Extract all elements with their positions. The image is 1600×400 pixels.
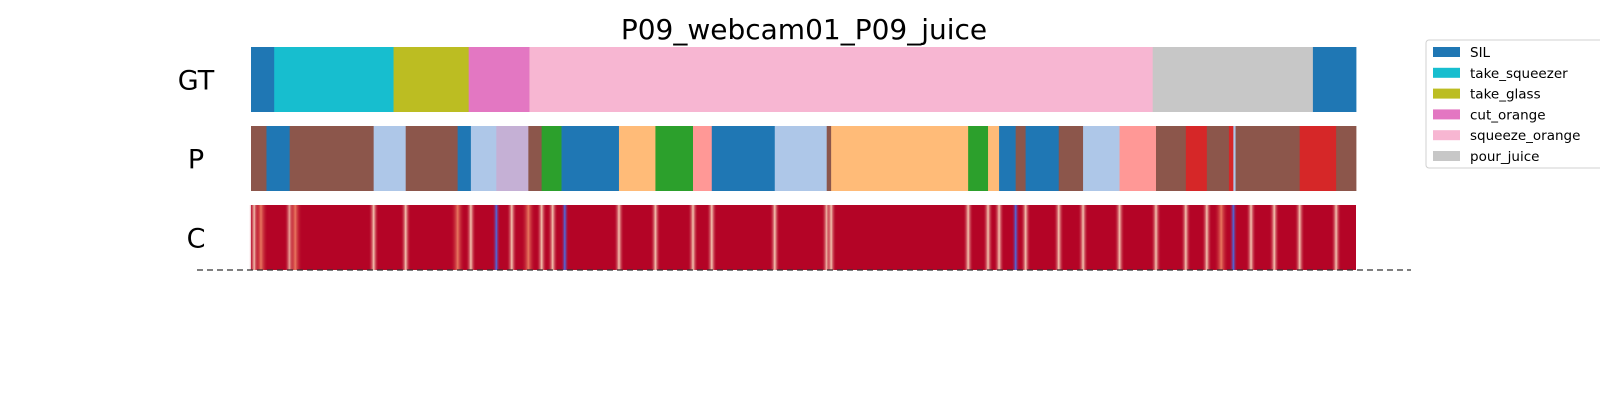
- confidence-dip-25: [1020, 205, 1031, 270]
- segment-p-6: [470, 126, 497, 191]
- confidence-dip-4: [368, 205, 379, 270]
- segment-p-31: [1235, 126, 1301, 191]
- confidence-dip-37: [1331, 205, 1342, 270]
- confidence-dip-16: [688, 205, 698, 270]
- confidence-dip-29: [1150, 205, 1161, 270]
- row-label-c: C: [187, 224, 206, 255]
- segment-p-12: [655, 126, 694, 191]
- segment-p-33: [1336, 126, 1357, 191]
- segment-p-3: [373, 126, 407, 191]
- segment-gt-2: [393, 47, 470, 112]
- confidence-dip-31: [1201, 205, 1212, 270]
- legend-swatch-pour_juice: [1433, 151, 1460, 161]
- confidence-dip-13: [560, 205, 569, 270]
- segment-p-4: [405, 126, 459, 191]
- segment-p-0: [251, 126, 267, 191]
- segmentation-rows: GT P C: [178, 47, 1357, 270]
- segment-p-11: [618, 126, 656, 191]
- confidence-dip-5: [400, 205, 411, 270]
- legend-frame: [1425, 39, 1600, 169]
- segment-p-22: [1025, 126, 1060, 191]
- confidence-dip-36: [1294, 205, 1305, 270]
- segment-p-1: [266, 126, 291, 191]
- segment-p-18: [968, 126, 989, 191]
- segment-p-32: [1299, 126, 1337, 191]
- confidence-dip-8: [492, 205, 501, 270]
- segment-p-23: [1058, 126, 1084, 191]
- segment-p-30: [1233, 126, 1236, 191]
- segment-p-28: [1206, 126, 1230, 191]
- confidence-dip-9: [506, 205, 517, 270]
- segment-p-19: [988, 126, 1000, 191]
- confidence-dip-33: [1229, 205, 1238, 270]
- confidence-dip-17: [706, 205, 717, 270]
- confidence-dip-6: [450, 205, 465, 270]
- segment-p-17: [831, 126, 969, 191]
- confidence-dip-12: [547, 205, 558, 270]
- confidence-dip-7: [465, 205, 476, 270]
- legend-label-squeeze_orange: squeeze_orange: [1470, 128, 1580, 144]
- confidence-dip-30: [1180, 205, 1191, 270]
- confidence-dip-28: [1114, 205, 1125, 270]
- segment-p-29: [1228, 126, 1234, 191]
- confidence-dip-15: [650, 205, 661, 270]
- confidence-dip-14: [613, 205, 624, 270]
- legend-swatch-take_squeezer: [1433, 67, 1460, 78]
- segment-p-9: [541, 126, 562, 191]
- segment-p-5: [457, 126, 472, 191]
- segment-p-20: [999, 126, 1017, 191]
- legend-label-SIL: SIL: [1470, 45, 1491, 61]
- segment-p-21: [1015, 126, 1027, 191]
- row-label-gt: GT: [178, 66, 215, 97]
- confidence-dip-22: [983, 205, 994, 270]
- segment-p-16: [826, 126, 832, 191]
- segment-p-26: [1155, 126, 1187, 191]
- confidence-dip-10: [521, 205, 536, 270]
- segment-gt-6: [1312, 47, 1357, 112]
- confidence-dip-34: [1246, 205, 1257, 270]
- row-label-p: P: [188, 145, 204, 176]
- confidence-dip-18: [769, 205, 780, 270]
- confidence-dip-23: [994, 205, 1005, 270]
- confidence-dip-32: [1214, 205, 1229, 270]
- segment-gt-1: [274, 47, 394, 112]
- confidence-dip-20: [826, 205, 837, 270]
- segment-p-10: [561, 126, 620, 191]
- legend-label-cut_orange: cut_orange: [1470, 107, 1546, 123]
- confidence-dip-21: [963, 205, 974, 270]
- segment-p-25: [1119, 126, 1157, 191]
- segment-gt-0: [251, 47, 275, 112]
- segment-p-8: [528, 126, 543, 191]
- legend-label-pour_juice: pour_juice: [1470, 149, 1539, 165]
- segment-p-27: [1185, 126, 1208, 191]
- confidence-dip-26: [1053, 205, 1064, 270]
- segment-p-13: [693, 126, 713, 191]
- confidence-dip-27: [1078, 205, 1089, 270]
- segment-gt-4: [529, 47, 1154, 112]
- segment-p-15: [774, 126, 828, 191]
- confidence-dip-24: [1011, 205, 1020, 270]
- confidence-dip-11: [536, 205, 547, 270]
- legend-swatch-squeeze_orange: [1433, 130, 1460, 141]
- segment-p-14: [711, 126, 776, 191]
- legend-swatch-cut_orange: [1433, 109, 1460, 120]
- segment-p-7: [496, 126, 529, 191]
- confidence-dip-3: [288, 205, 303, 270]
- confidence-strip: [251, 205, 1356, 270]
- legend-swatch-take_glass: [1433, 88, 1460, 99]
- legend-label-take_squeezer: take_squeezer: [1470, 66, 1568, 82]
- chart-title: P09_webcam01_P09_juice: [621, 13, 987, 46]
- confidence-dip-1: [253, 205, 268, 270]
- segment-gt-3: [468, 47, 530, 112]
- legend: SIL take_squeezer take_glass cut_orangesque…: [1425, 39, 1600, 169]
- legend-swatch-SIL: [1433, 47, 1460, 57]
- segment-p-24: [1083, 126, 1120, 191]
- confidence-dip-35: [1269, 205, 1280, 270]
- segment-gt-5: [1152, 47, 1314, 112]
- segment-p-2: [289, 126, 375, 191]
- legend-label-take_glass: take_glass: [1470, 87, 1541, 103]
